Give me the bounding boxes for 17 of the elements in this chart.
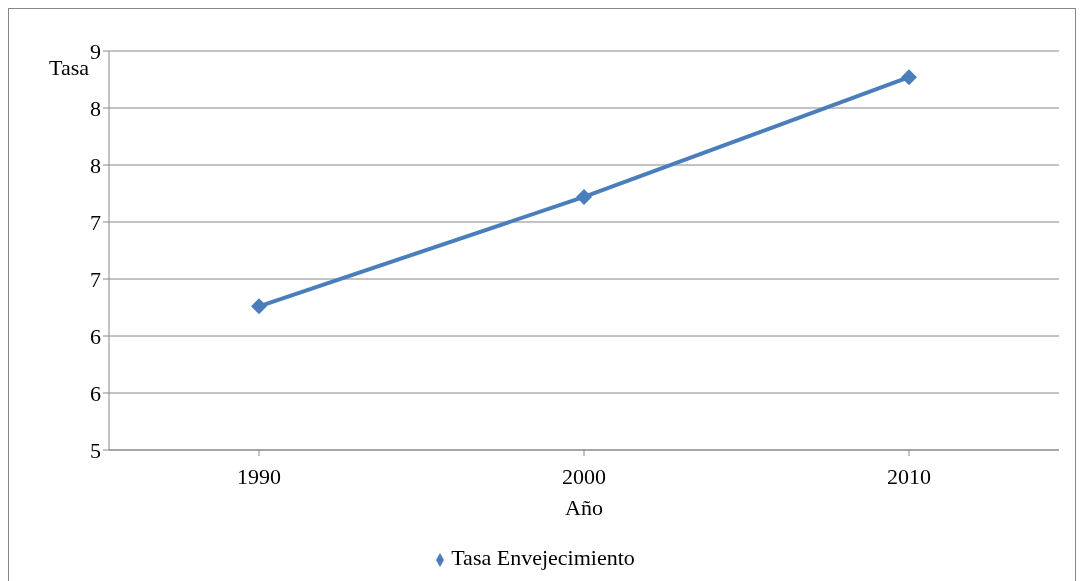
y-tick-label: 5 bbox=[90, 437, 101, 463]
y-tick-label: 6 bbox=[90, 380, 101, 406]
x-tick-label: 2000 bbox=[562, 463, 606, 489]
y-tick-label: 9 bbox=[90, 38, 101, 64]
y-tick-label: 8 bbox=[90, 152, 101, 178]
x-axis-title: Año bbox=[565, 495, 603, 520]
y-tick-label: 7 bbox=[90, 209, 101, 235]
x-tick-label: 1990 bbox=[237, 463, 281, 489]
point bbox=[576, 188, 592, 205]
y-axis-title: Tasa bbox=[49, 55, 89, 81]
point bbox=[901, 69, 917, 86]
point bbox=[251, 298, 267, 315]
legend-label: Tasa Envejecimiento bbox=[451, 545, 635, 570]
y-tick-label: 7 bbox=[90, 266, 101, 292]
y-tick-label: 8 bbox=[90, 95, 101, 121]
x-tick-label: 2010 bbox=[887, 463, 931, 489]
y-tick-label: 6 bbox=[90, 323, 101, 349]
